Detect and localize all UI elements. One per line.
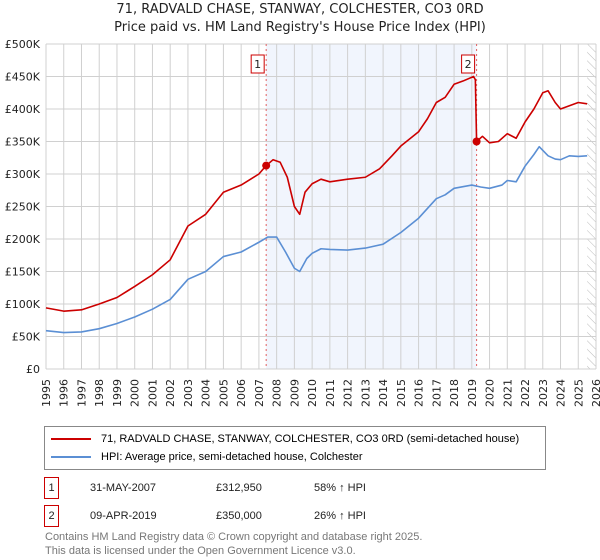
sale-hpi: 26% ↑ HPI xyxy=(314,510,366,522)
x-tick-label: 2023 xyxy=(537,379,550,407)
sale-point xyxy=(472,137,481,146)
x-tick-label: 2007 xyxy=(253,379,266,407)
legend-swatch-red xyxy=(51,438,91,440)
x-tick-label: 1997 xyxy=(75,379,88,407)
y-tick-label: £50K xyxy=(12,331,41,344)
sale-marker-box xyxy=(250,54,265,74)
x-tick-label: 2005 xyxy=(217,379,230,407)
x-tick-label: 2010 xyxy=(306,379,319,407)
x-tick-label: 2021 xyxy=(501,379,514,407)
sale-date: 31-MAY-2007 xyxy=(90,482,157,494)
hpi-line xyxy=(45,145,588,334)
sale-hpi: 58% ↑ HPI xyxy=(314,482,366,494)
sale-badge: 1 xyxy=(44,477,59,499)
x-tick-label: 2002 xyxy=(164,379,177,407)
legend: 71, RADVALD CHASE, STANWAY, COLCHESTER, … xyxy=(44,426,546,470)
price-chart: 1995 1996 1997 1998 1999 2000 2001 2002 2003 2004… xyxy=(5,38,600,407)
x-tick-label: 2020 xyxy=(484,379,497,407)
footer-licence: This data is licensed under the Open Gov… xyxy=(45,545,356,557)
x-tick-label: 2014 xyxy=(377,379,390,407)
footer: Contains HM Land Registry data © Crown c… xyxy=(45,530,422,558)
x-tick-label: 1995 xyxy=(40,379,53,407)
x-tick-label: 2008 xyxy=(271,379,284,407)
y-tick-label: £350K xyxy=(5,136,41,149)
y-tick-label: £200K xyxy=(5,233,41,246)
x-tick-label: 2013 xyxy=(359,379,372,407)
x-tick-label: 2011 xyxy=(324,379,337,407)
sale-price: £312,950 xyxy=(216,482,262,494)
chart-title: 71, RADVALD CHASE, STANWAY, COLCHESTER, … xyxy=(116,2,484,17)
sale-point xyxy=(262,161,271,170)
sale-date: 09-APR-2019 xyxy=(90,510,157,522)
x-tick-label: 2016 xyxy=(413,379,426,407)
legend-label: 71, RADVALD CHASE, STANWAY, COLCHESTER, … xyxy=(101,433,520,445)
legend-label: HPI: Average price, semi-detached house,… xyxy=(101,451,363,463)
sale-marker-box xyxy=(461,54,476,74)
x-tick-label: 2000 xyxy=(129,379,142,407)
sale-marker-label: 2 xyxy=(465,58,472,71)
legend-item-property: 71, RADVALD CHASE, STANWAY, COLCHESTER, … xyxy=(51,432,519,446)
x-tick-label: 1998 xyxy=(93,379,106,407)
price-paid-line xyxy=(45,75,588,312)
x-tick-label: 2017 xyxy=(430,379,443,407)
y-tick-label: £300K xyxy=(5,168,41,181)
y-tick-label: £150K xyxy=(5,266,41,279)
x-tick-label: 2009 xyxy=(288,379,301,407)
x-tick-label: 2006 xyxy=(235,379,248,407)
x-tick-label: 2024 xyxy=(555,379,568,407)
x-tick-label: 2001 xyxy=(146,379,159,407)
sale-price: £350,000 xyxy=(216,510,262,522)
legend-swatch-blue xyxy=(51,456,91,458)
chart-subtitle: Price paid vs. HM Land Registry's House … xyxy=(114,20,486,35)
x-tick-label: 2018 xyxy=(448,379,461,407)
y-tick-label: £500K xyxy=(5,38,41,51)
x-tick-label: 2025 xyxy=(572,379,585,407)
sale-marker-label: 1 xyxy=(254,58,261,71)
y-tick-label: £0 xyxy=(26,363,40,376)
x-tick-label: 2026 xyxy=(590,379,600,407)
x-tick-label: 2022 xyxy=(519,379,532,407)
y-tick-label: £250K xyxy=(5,201,41,214)
footer-copyright: Contains HM Land Registry data © Crown c… xyxy=(45,531,423,543)
y-tick-label: £100K xyxy=(5,298,41,311)
x-tick-label: 1996 xyxy=(58,379,71,407)
x-tick-label: 2004 xyxy=(200,379,213,407)
sale-badge: 2 xyxy=(44,505,59,527)
x-tick-label: 1999 xyxy=(111,379,124,407)
x-tick-label: 2019 xyxy=(466,379,479,407)
y-tick-label: £450K xyxy=(5,71,41,84)
legend-item-hpi: HPI: Average price, semi-detached house,… xyxy=(51,450,363,464)
x-tick-label: 2015 xyxy=(395,379,408,407)
x-tick-label: 2003 xyxy=(182,379,195,407)
x-tick-label: 2012 xyxy=(342,379,355,407)
y-tick-label: £400K xyxy=(5,103,41,116)
